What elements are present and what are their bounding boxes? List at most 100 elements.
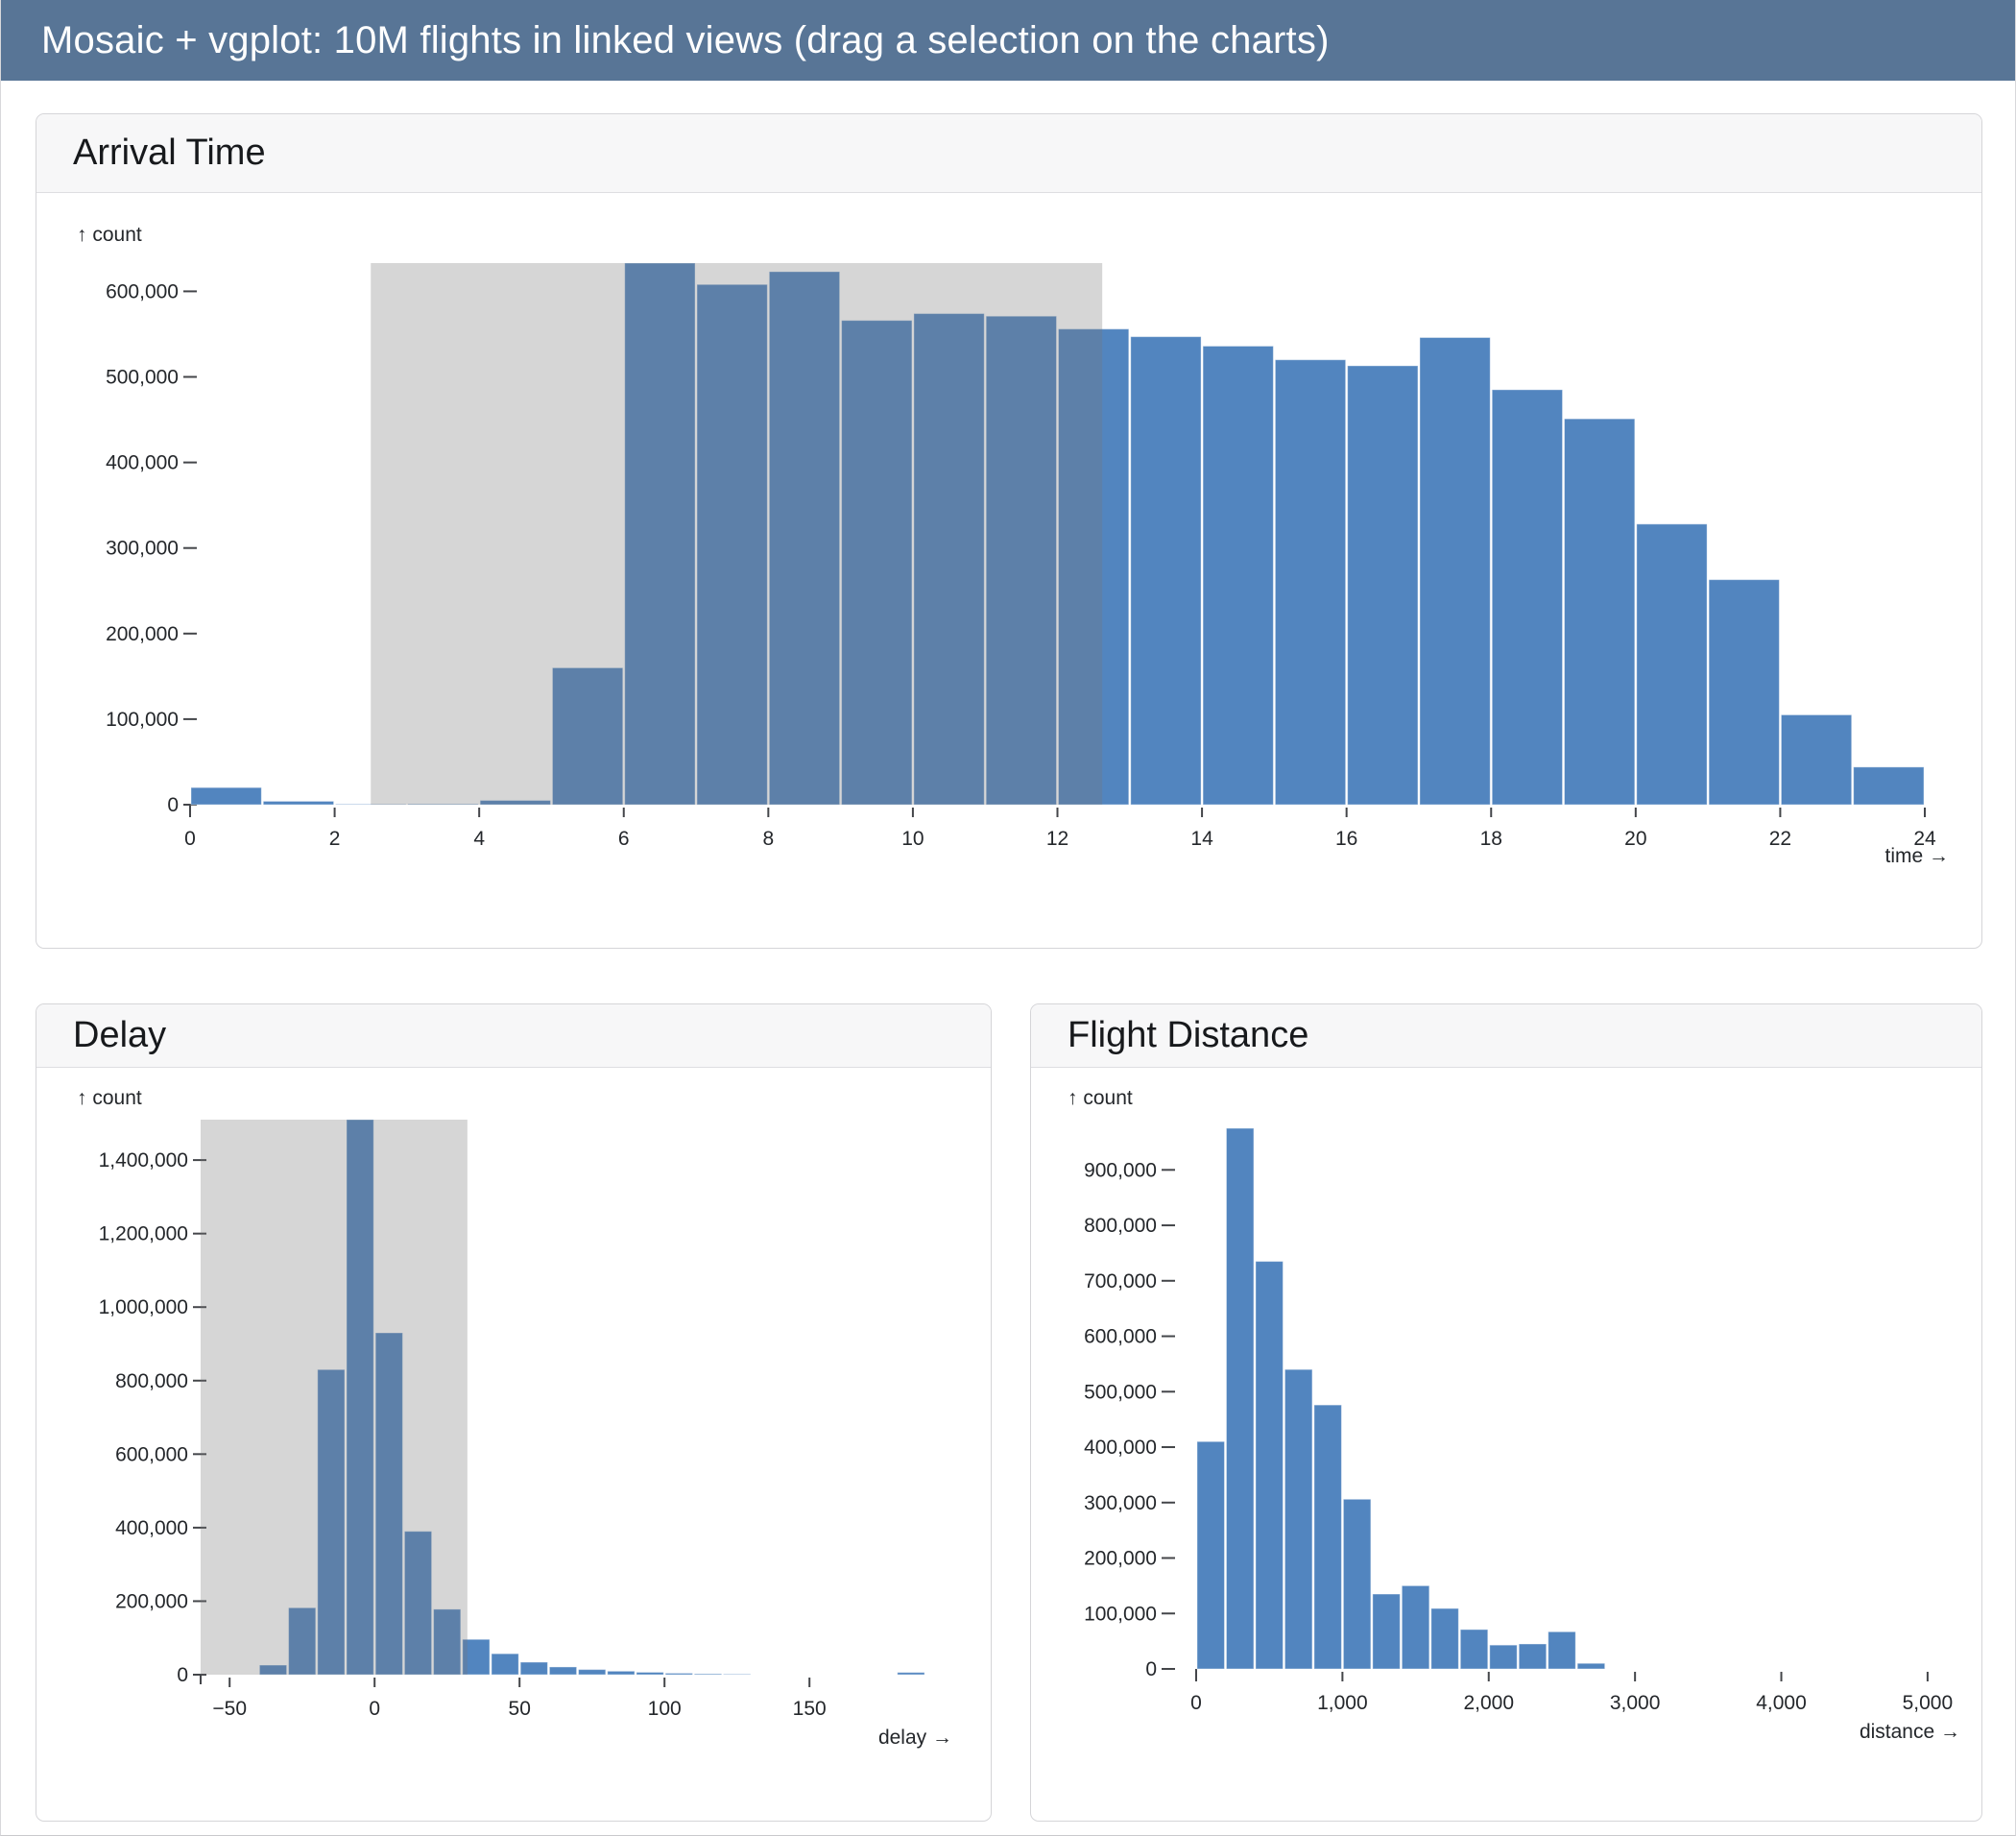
histogram-bar (1853, 766, 1925, 806)
x-tick-label: 14 (1190, 828, 1213, 850)
x-tick-label: 22 (1769, 828, 1791, 850)
histogram-bar (768, 271, 841, 806)
histogram-bar (403, 1531, 433, 1676)
y-tick-label: 900,000 (1084, 1159, 1157, 1181)
x-axis: 0 1,000 2,000 3,000 4,000 5,000 (1190, 1672, 1953, 1714)
histogram-bar (1576, 1662, 1606, 1670)
x-tick-label: 0 (184, 828, 196, 850)
histogram-bar (1342, 1498, 1372, 1670)
arrival-time-panel: Arrival Time 0 100,000 200,000 300,000 400,0… (36, 113, 1982, 949)
y-tick-label: 600,000 (106, 280, 179, 302)
histogram-bar (1636, 523, 1708, 806)
histogram-bar (1430, 1607, 1459, 1670)
histogram-bar (335, 804, 407, 806)
x-tick-label: 4,000 (1756, 1692, 1807, 1714)
histogram-bar (624, 262, 696, 806)
x-tick-label: 5,000 (1903, 1692, 1954, 1714)
histogram-bar (636, 1672, 664, 1676)
histogram-bar (1347, 365, 1419, 806)
y-tick-label: 400,000 (1084, 1437, 1157, 1459)
histogram-bar (346, 1119, 374, 1676)
x-tick-label: 20 (1624, 828, 1646, 850)
x-tick-label: 12 (1046, 828, 1068, 850)
selection-brush[interactable] (201, 1120, 468, 1675)
histogram-bar (723, 1674, 752, 1676)
delay-panel: Delay 0 200,000 400,000 600,000 800,000 1,000… (36, 1003, 992, 1822)
y-tick-label: 1,400,000 (99, 1149, 188, 1172)
y-tick-label: 400,000 (106, 452, 179, 474)
histogram-bar (1459, 1629, 1489, 1670)
x-tick-label: 0 (1190, 1692, 1202, 1714)
histogram-bar (1202, 345, 1274, 806)
histogram-bar (1401, 1584, 1430, 1670)
flight-distance-chart-body: 0 100,000 200,000 300,000 400,000 500,000 600,… (1031, 1068, 1981, 1817)
histogram-bar (491, 1653, 519, 1676)
histogram-bars (258, 1119, 925, 1676)
flight-distance-panel: Flight Distance 0 100,000 200,000 300,000 40… (1030, 1003, 1982, 1822)
x-axis-title: distance → (1860, 1721, 1960, 1743)
x-tick-label: 6 (618, 828, 630, 850)
page-title: Mosaic + vgplot: 10M flights in linked v… (41, 18, 1330, 61)
y-tick-label: 200,000 (1084, 1548, 1157, 1570)
app-header: Mosaic + vgplot: 10M flights in linked v… (1, 0, 2015, 81)
histogram-bar (548, 1666, 578, 1676)
y-tick-label: 500,000 (1084, 1381, 1157, 1403)
x-axis-title: time → (1884, 845, 1949, 867)
delay-histogram[interactable]: 0 200,000 400,000 600,000 800,000 1,000,000 1,… (36, 1068, 991, 1817)
histogram-bar (433, 1608, 462, 1676)
x-tick-label: 50 (509, 1698, 531, 1720)
x-axis: 0 2 4 6 8 10 12 14 16 18 20 22 24 (184, 808, 1936, 850)
y-tick-label: 0 (177, 1664, 188, 1686)
histogram-bar (1564, 418, 1636, 806)
histogram-bar (462, 1638, 491, 1676)
y-tick-label: 800,000 (1084, 1215, 1157, 1237)
flight-distance-panel-title: Flight Distance (1068, 1015, 1309, 1055)
x-tick-label: 24 (1913, 828, 1936, 850)
histogram-bar (288, 1606, 317, 1676)
y-tick-label: 1,200,000 (99, 1223, 188, 1245)
histogram-bar (1058, 328, 1130, 806)
y-tick-label: 400,000 (115, 1517, 188, 1539)
x-tick-label: 100 (648, 1698, 682, 1720)
x-tick-label: 16 (1335, 828, 1357, 850)
y-tick-label: 700,000 (1084, 1270, 1157, 1292)
y-tick-label: 600,000 (115, 1443, 188, 1465)
histogram-bar (1548, 1631, 1576, 1670)
x-tick-label: 0 (369, 1698, 380, 1720)
y-axis: 0 100,000 200,000 300,000 400,000 500,000 600,… (1084, 1159, 1197, 1680)
histogram-bar (897, 1672, 925, 1676)
histogram-bar (1518, 1643, 1548, 1670)
y-tick-label: 300,000 (1084, 1492, 1157, 1514)
flight-distance-panel-header: Flight Distance (1031, 1004, 1981, 1068)
arrival-time-histogram[interactable]: 0 100,000 200,000 300,000 400,000 500,000 600,… (36, 193, 1981, 923)
histogram-bar (578, 1669, 607, 1676)
count-axis-label: ↑ count (77, 224, 142, 246)
flight-distance-histogram[interactable]: 0 100,000 200,000 300,000 400,000 500,000 600,… (1031, 1068, 1981, 1817)
histogram-bar (1130, 336, 1202, 806)
y-tick-label: 100,000 (1084, 1603, 1157, 1625)
y-tick-label: 500,000 (106, 367, 179, 389)
y-tick-label: 600,000 (1084, 1326, 1157, 1348)
x-axis: −50 0 50 100 150 (212, 1678, 827, 1720)
y-tick-label: 300,000 (106, 538, 179, 560)
delay-panel-header: Delay (36, 1004, 991, 1068)
histogram-bar (479, 800, 551, 806)
delay-panel-title: Delay (73, 1015, 167, 1055)
histogram-bar (317, 1368, 346, 1676)
histogram-bar (693, 1673, 723, 1676)
x-tick-label: 2 (329, 828, 341, 850)
histogram-bars (190, 262, 1925, 806)
histogram-bars (1196, 1127, 1606, 1670)
histogram-bar (841, 320, 913, 806)
x-tick-label: 1,000 (1317, 1692, 1368, 1714)
selection-brush[interactable] (371, 263, 1103, 805)
count-axis-label: ↑ count (1068, 1087, 1133, 1109)
x-tick-label: −50 (212, 1698, 247, 1720)
histogram-bar (190, 786, 262, 806)
histogram-bar (551, 666, 624, 806)
y-axis: 0 200,000 400,000 600,000 800,000 1,000,000 1,… (99, 1149, 206, 1686)
histogram-bar (913, 313, 985, 806)
y-tick-label: 200,000 (115, 1590, 188, 1612)
y-axis: 0 100,000 200,000 300,000 400,000 500,000 600,… (106, 280, 197, 816)
